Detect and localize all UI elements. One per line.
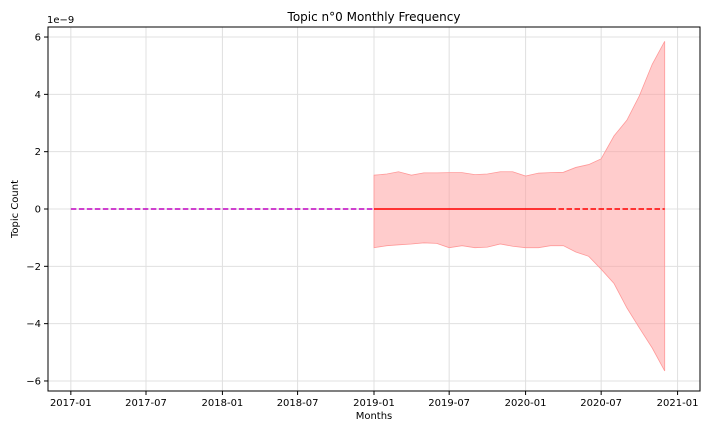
x-ticks: 2017-01 2017-07 2018-01 2018-07 2019-01 2019-… [50,391,699,409]
y-tick-label: −6 [26,376,41,387]
y-ticks: −6 −4 −2 0 2 4 6 [26,33,48,387]
x-tick-label: 2019-01 [353,398,395,409]
x-tick-label: 2019-07 [428,398,470,409]
x-tick-label: 2020-07 [580,398,622,409]
x-tick-label: 2020-01 [505,398,547,409]
x-tick-label: 2017-07 [125,398,167,409]
x-tick-label: 2018-07 [277,398,319,409]
confidence-band [373,41,666,372]
confidence-band-area [373,41,666,372]
y-tick-label: 6 [35,33,41,44]
x-tick-label: 2021-01 [657,398,699,409]
y-tick-label: −2 [26,262,41,273]
y-tick-label: 4 [35,90,41,101]
y-axis-title: Topic Count [10,180,21,239]
y-tick-label: −4 [26,319,41,330]
y-tick-label: 0 [35,205,41,216]
x-axis-title: Months [356,411,393,422]
x-tick-label: 2018-01 [202,398,244,409]
chart-title: Topic n°0 Monthly Frequency [287,10,461,24]
x-tick-label: 2017-01 [50,398,92,409]
y-offset-label: 1e−9 [47,15,74,26]
y-tick-label: 2 [35,147,41,158]
